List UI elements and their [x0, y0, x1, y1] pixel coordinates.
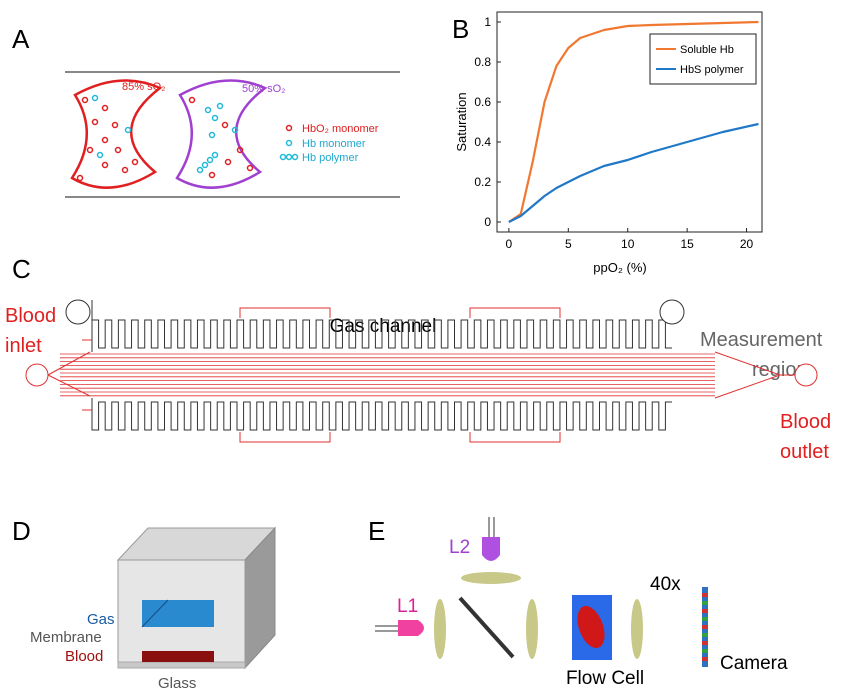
legend-text: HbO₂ monomer: [302, 123, 379, 135]
outlet-label: Blood: [780, 411, 831, 433]
gas-channel: [92, 398, 672, 430]
camera-label: Camera: [720, 653, 788, 674]
panel-a: 85% sO₂ 50% sO₂ HbO₂ monomer Hb monomer …: [65, 72, 400, 197]
panel-e: L2 L1 40x Flow Cell Camera: [375, 517, 788, 689]
chart: ppO₂ (%) Saturation 0 5 10 15 20 0 0.2 0.4 0.6 0.…: [454, 12, 762, 275]
series-line: [509, 124, 759, 222]
y-axis-label: Saturation: [454, 92, 469, 151]
cell-label: 85% sO₂: [122, 81, 165, 93]
figure: A B C D E 85% sO₂ 50% sO₂ HbO₂ monomer H…: [0, 0, 862, 692]
legend-box: [650, 34, 756, 84]
glass-label: Glass: [158, 675, 196, 692]
panel-label: B: [452, 14, 469, 44]
blood-label: Blood: [65, 648, 103, 665]
y-tick-label: 0.4: [474, 135, 491, 149]
legend-label: HbS polymer: [680, 64, 744, 76]
microfluidic-chip: Gas channel Blood inlet Measurement regi…: [5, 300, 831, 463]
panel-d: Gas Membrane Blood Glass: [30, 528, 275, 692]
panel-label: D: [12, 516, 31, 546]
y-tick-label: 0.2: [474, 175, 491, 189]
x-tick-label: 10: [621, 237, 635, 251]
y-tick-label: 1: [484, 15, 491, 29]
legend-label: Soluble Hb: [680, 44, 734, 56]
port: [660, 300, 684, 324]
outlet-label: outlet: [780, 441, 829, 463]
panel-label: E: [368, 516, 385, 546]
measure-label: Measurement: [700, 329, 823, 351]
gas-channel-label: Gas channel: [330, 316, 437, 337]
x-tick-label: 0: [506, 237, 513, 251]
panel-label: A: [12, 24, 30, 54]
gas-channel: [92, 320, 672, 352]
blood-outline: [48, 352, 795, 398]
y-tick-label: 0.6: [474, 95, 491, 109]
legend-text: Hb polymer: [302, 152, 359, 164]
panel-label: C: [12, 254, 31, 284]
port: [26, 364, 48, 386]
flow-cell-label: Flow Cell: [566, 668, 644, 689]
membrane-label: Membrane: [30, 629, 102, 646]
blood-frame: [82, 308, 560, 442]
l1-label: L1: [397, 596, 418, 617]
gas-label: Gas: [87, 611, 115, 628]
x-tick-label: 20: [740, 237, 754, 251]
y-tick-label: 0: [484, 215, 491, 229]
magnification-label: 40x: [650, 574, 681, 595]
legend-text: Hb monomer: [302, 138, 366, 150]
inlet-label: inlet: [5, 335, 42, 357]
x-tick-label: 5: [565, 237, 572, 251]
port: [795, 364, 817, 386]
l2-label: L2: [449, 537, 470, 558]
inlet-label: Blood: [5, 305, 56, 327]
x-axis-label: ppO₂ (%): [593, 260, 646, 275]
x-tick-label: 15: [680, 237, 694, 251]
y-tick-label: 0.8: [474, 55, 491, 69]
port: [66, 300, 90, 324]
cell-label: 50% sO₂: [242, 83, 285, 95]
